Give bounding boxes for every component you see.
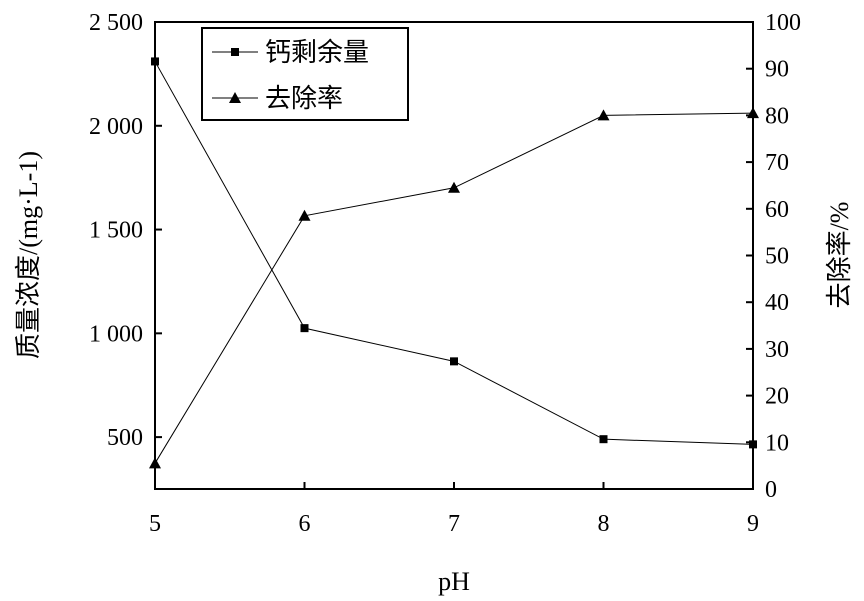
x-tick-label: 7	[448, 511, 460, 537]
x-axis-title: pH	[438, 567, 470, 596]
right-y-tick-label: 60	[765, 197, 789, 223]
legend-box	[201, 27, 409, 121]
data-point-triangle	[597, 109, 610, 121]
data-point-triangle	[448, 181, 460, 193]
x-tick-label: 9	[747, 511, 759, 537]
right-y-tick-label: 30	[765, 337, 789, 363]
right-y-tick-label: 10	[765, 430, 789, 456]
right-y-tick-label: 80	[765, 103, 789, 129]
legend-label-series-1: 钙剩余量	[265, 38, 369, 67]
x-tick-label: 5	[149, 511, 161, 537]
left-y-tick-label: 2 500	[89, 10, 143, 36]
legend-marker-triangle-icon	[229, 92, 241, 103]
x-axis: 5 6 7 8 9	[149, 482, 759, 537]
legend: 钙剩余量 去除率	[201, 27, 409, 121]
x-tick-label: 8	[598, 511, 610, 537]
x-tick-label: 6	[299, 511, 311, 537]
series-layer	[149, 57, 759, 469]
data-point-triangle	[149, 457, 161, 469]
data-point-triangle	[298, 209, 311, 221]
right-y-tick-label: 70	[765, 150, 789, 176]
right-y-tick-label: 100	[765, 10, 801, 36]
data-point-square	[599, 435, 608, 444]
legend-marker-square-icon	[231, 48, 239, 56]
right-y-tick-label: 50	[765, 244, 789, 270]
left-y-tick-label: 1 000	[89, 321, 143, 347]
left-y-tick-label: 500	[107, 425, 143, 451]
data-point-square	[749, 440, 757, 449]
data-point-square	[300, 324, 309, 333]
left-y-axis-title: 质量浓度/(mg·L-1)	[14, 151, 43, 359]
right-y-tick-label: 40	[765, 290, 789, 316]
left-y-tick-label: 1 500	[89, 218, 143, 244]
right-y-axis: 0 10 20 30 40 50 60 70 80 90 100	[746, 10, 801, 503]
right-y-tick-label: 90	[765, 57, 789, 83]
right-y-tick-label: 20	[765, 384, 789, 410]
data-point-triangle	[747, 107, 759, 119]
left-y-axis: 500 1 000 1 500 2 000 2 500	[89, 10, 162, 451]
series-line-2	[154, 112, 754, 464]
data-point-square	[151, 57, 159, 66]
legend-label-series-2: 去除率	[265, 84, 343, 113]
right-y-axis-title: 去除率/%	[825, 202, 854, 309]
data-point-square	[450, 357, 458, 366]
right-y-tick-label: 0	[765, 477, 777, 503]
left-y-tick-label: 2 000	[89, 114, 143, 140]
